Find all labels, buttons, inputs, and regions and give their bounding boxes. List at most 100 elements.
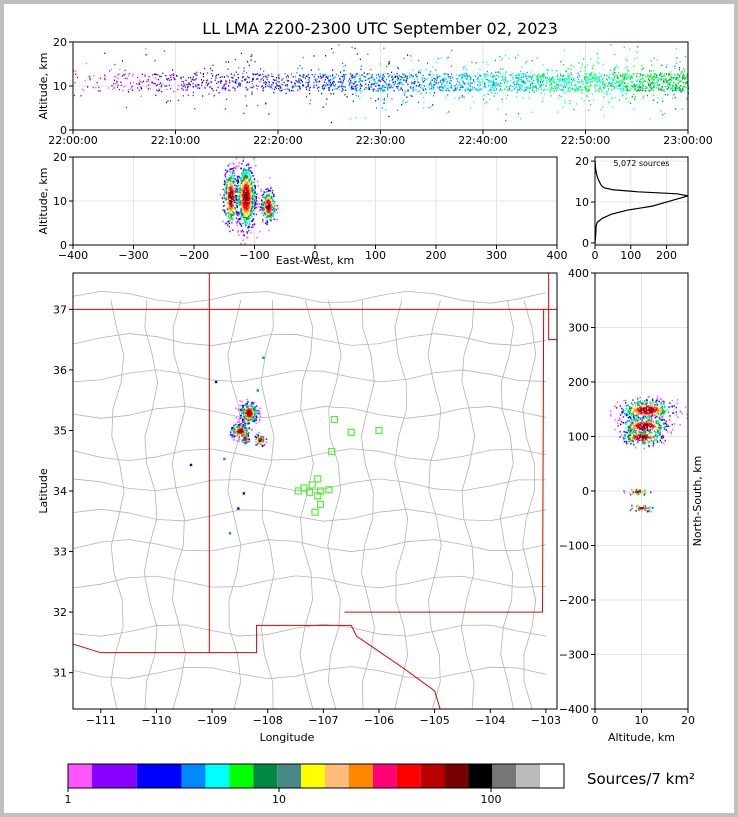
source-point bbox=[387, 89, 389, 91]
source-point bbox=[661, 78, 663, 81]
source-point bbox=[531, 75, 533, 78]
source-point bbox=[438, 87, 440, 89]
source-point bbox=[250, 180, 252, 182]
source-point bbox=[500, 88, 502, 90]
source-point bbox=[220, 82, 222, 84]
source-point bbox=[258, 411, 261, 413]
source-point bbox=[663, 75, 665, 77]
source-point bbox=[521, 88, 523, 91]
source-point bbox=[237, 212, 240, 215]
source-point bbox=[445, 96, 447, 99]
source-point bbox=[253, 189, 256, 191]
source-point bbox=[344, 64, 347, 67]
isolated-source bbox=[214, 380, 218, 384]
source-point bbox=[124, 77, 126, 80]
source-point bbox=[313, 75, 316, 78]
source-point bbox=[224, 183, 227, 185]
source-point bbox=[231, 168, 234, 170]
source-point bbox=[661, 86, 663, 88]
source-point bbox=[495, 71, 497, 74]
source-point bbox=[265, 212, 268, 215]
source-point bbox=[537, 82, 540, 85]
source-point bbox=[246, 440, 249, 443]
source-point bbox=[487, 78, 489, 81]
source-point bbox=[631, 410, 633, 412]
source-point bbox=[255, 206, 257, 209]
source-point bbox=[407, 90, 409, 92]
source-point bbox=[229, 431, 232, 433]
source-point bbox=[276, 85, 278, 87]
source-point bbox=[673, 77, 675, 79]
source-point bbox=[654, 413, 656, 415]
source-point bbox=[240, 225, 243, 227]
source-point bbox=[391, 76, 393, 78]
source-point bbox=[561, 75, 563, 77]
source-point bbox=[477, 90, 479, 92]
source-point bbox=[228, 61, 230, 63]
x-tick-label: −200 bbox=[179, 249, 209, 262]
source-point bbox=[343, 76, 345, 78]
source-point bbox=[422, 107, 425, 109]
source-point bbox=[359, 77, 361, 80]
source-point bbox=[235, 198, 238, 201]
source-point bbox=[302, 84, 304, 86]
source-point bbox=[257, 74, 260, 76]
source-point bbox=[673, 90, 675, 92]
source-point bbox=[237, 200, 239, 202]
source-point bbox=[448, 82, 450, 84]
source-point bbox=[533, 85, 535, 88]
source-point bbox=[680, 88, 682, 90]
source-point bbox=[565, 84, 567, 86]
source-point bbox=[657, 97, 659, 99]
source-point bbox=[382, 75, 384, 77]
source-point bbox=[596, 52, 598, 55]
source-point bbox=[263, 195, 266, 198]
source-point bbox=[352, 93, 354, 96]
source-point bbox=[460, 76, 462, 78]
source-point bbox=[349, 78, 351, 80]
source-point bbox=[274, 201, 276, 203]
source-point bbox=[250, 209, 252, 212]
source-point bbox=[378, 87, 380, 89]
source-point bbox=[246, 216, 248, 219]
source-point bbox=[262, 193, 265, 196]
source-point bbox=[308, 79, 310, 81]
source-point bbox=[160, 85, 162, 88]
source-point bbox=[445, 89, 447, 92]
source-point bbox=[513, 85, 515, 88]
source-point bbox=[585, 73, 587, 75]
source-point bbox=[400, 76, 402, 78]
source-point bbox=[242, 75, 245, 78]
source-point bbox=[446, 80, 448, 83]
source-point bbox=[379, 63, 381, 65]
source-point bbox=[168, 79, 171, 82]
source-point bbox=[681, 76, 684, 78]
source-point bbox=[242, 406, 245, 409]
source-point bbox=[237, 424, 239, 426]
source-point bbox=[613, 68, 615, 70]
source-point bbox=[233, 204, 235, 207]
source-point bbox=[619, 82, 622, 84]
source-point bbox=[247, 191, 249, 194]
source-point bbox=[246, 104, 248, 107]
source-point bbox=[682, 74, 684, 76]
source-point bbox=[242, 160, 244, 162]
source-point bbox=[232, 229, 234, 231]
source-point bbox=[251, 91, 253, 93]
source-point bbox=[662, 83, 664, 85]
source-point bbox=[414, 81, 416, 83]
source-point bbox=[246, 183, 248, 186]
source-point bbox=[551, 82, 553, 84]
source-point bbox=[276, 81, 278, 83]
source-point bbox=[432, 83, 435, 86]
source-point bbox=[243, 209, 245, 212]
source-point bbox=[136, 83, 138, 85]
source-point bbox=[195, 84, 197, 86]
source-point bbox=[140, 87, 143, 90]
source-point bbox=[303, 74, 305, 77]
source-point bbox=[612, 85, 614, 87]
source-point bbox=[660, 77, 662, 79]
source-point bbox=[648, 70, 651, 72]
source-point bbox=[584, 86, 586, 88]
source-point bbox=[228, 222, 230, 225]
